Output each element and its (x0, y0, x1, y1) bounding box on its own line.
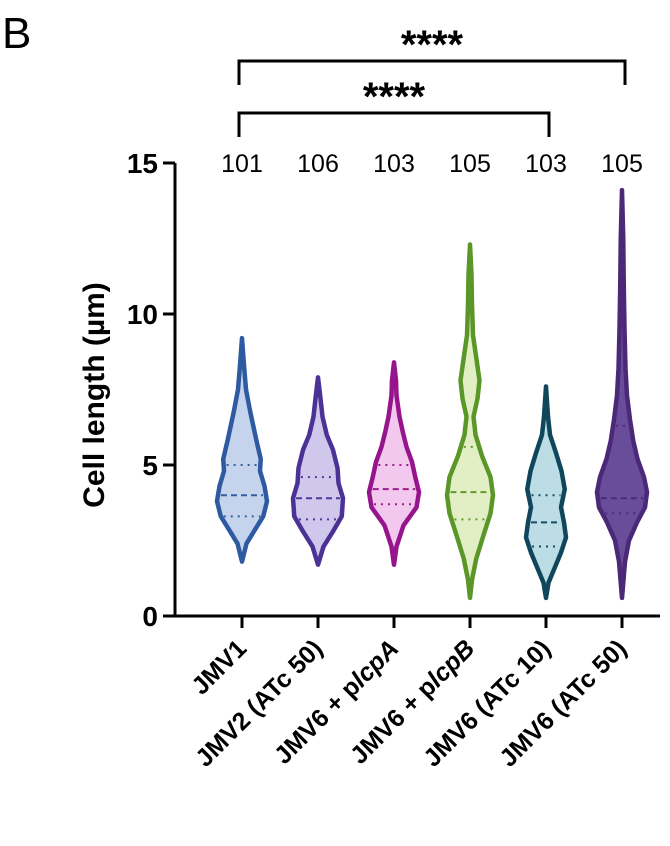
y-tick-label: 15 (127, 148, 158, 179)
y-axis-label: Cell length (µm) (78, 282, 111, 508)
count-layer: 101 106 103 105 103 105 (221, 150, 643, 178)
violin-shape (366, 360, 422, 567)
y-tick-label: 0 (142, 601, 158, 632)
sample-count-label: 101 (221, 150, 263, 178)
violin-shape (523, 384, 569, 601)
violin-shape (214, 335, 270, 564)
sample-count-label: 103 (373, 150, 415, 178)
panel-label: B (2, 9, 31, 58)
x-tick-label: JMV1 (186, 634, 252, 700)
violin-shape (594, 187, 650, 601)
sample-count-label: 105 (449, 150, 491, 178)
significance-bracket (237, 111, 551, 137)
violin-shape (290, 375, 346, 567)
sample-count-label: 106 (297, 150, 339, 178)
y-tick-label: 10 (127, 299, 158, 330)
significance-layer: **** **** (237, 23, 627, 137)
y-tick-label: 5 (142, 450, 158, 481)
violin-shape (444, 242, 496, 601)
significance-label: **** (401, 23, 464, 67)
sample-count-label: 103 (525, 150, 567, 178)
violin-layer (214, 187, 650, 601)
significance-label: **** (363, 75, 426, 119)
sample-count-label: 105 (601, 150, 643, 178)
significance-bracket (237, 59, 627, 85)
